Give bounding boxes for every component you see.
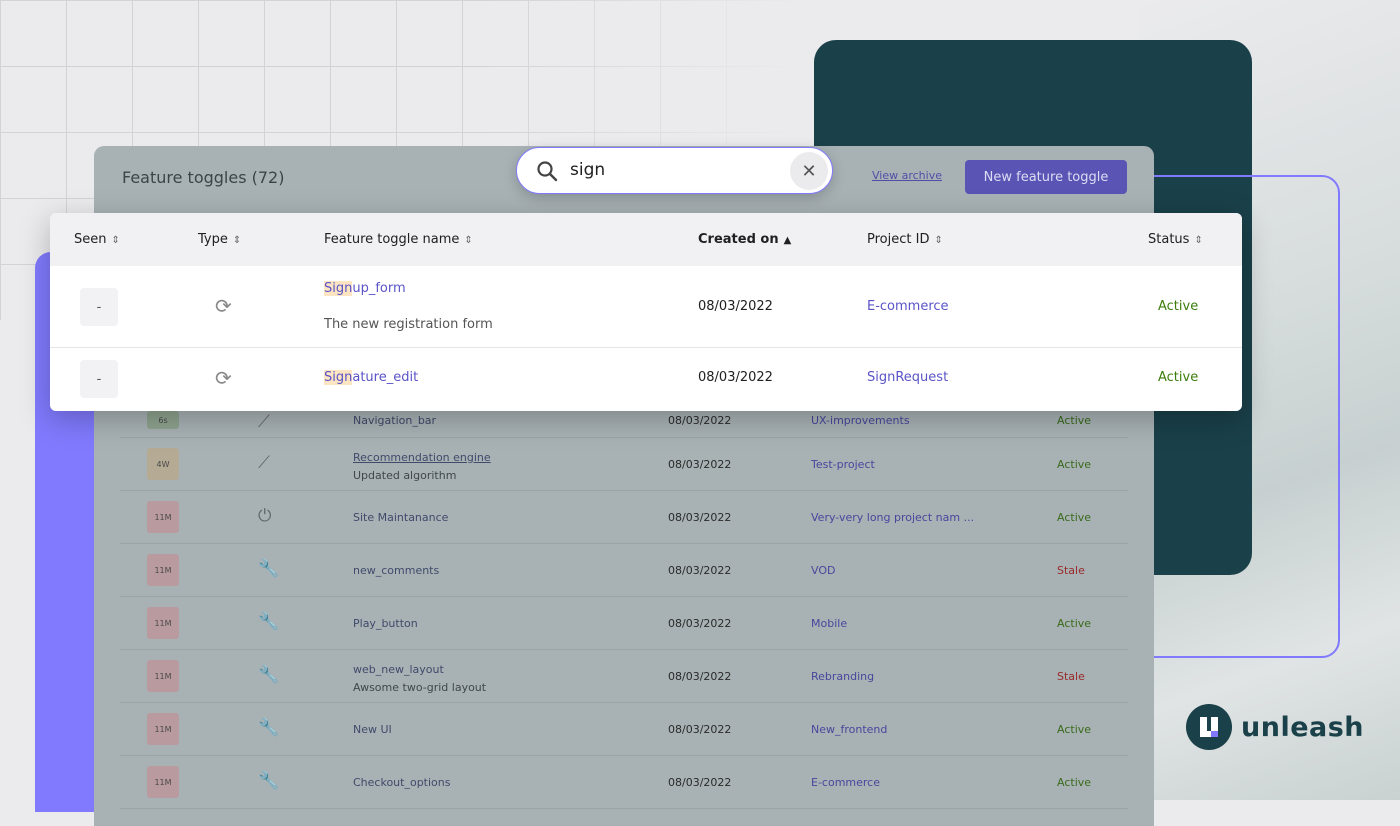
table-header: Seen ⇕ Type ⇕ Feature toggle name ⇕ Created… <box>50 213 1242 266</box>
status-label: Active <box>1057 458 1092 471</box>
feature-toggle-link: web_new_layout <box>353 663 444 676</box>
close-icon: ✕ <box>801 160 817 182</box>
release-icon: ⟳ <box>215 366 232 390</box>
background-table-row: 11M ⏻ Site Maintanance 08/03/2022 Very-v… <box>120 491 1128 544</box>
logo-mark <box>1186 704 1232 750</box>
sort-ascending-icon: ▲ <box>783 235 792 246</box>
table-row[interactable]: - ⟳ Signature_edit 08/03/2022 SignReques… <box>50 348 1242 411</box>
column-name[interactable]: Feature toggle name ⇕ <box>324 232 473 247</box>
page-title: Feature toggles (72) <box>122 168 285 187</box>
search-icon <box>537 161 558 182</box>
column-created[interactable]: Created on ▲ <box>698 232 792 247</box>
feature-toggle-link[interactable]: Signature_edit <box>324 370 419 385</box>
status-label: Stale <box>1057 564 1085 577</box>
clear-search-button[interactable]: ✕ <box>790 152 828 190</box>
search-input[interactable] <box>570 160 770 180</box>
background-table-row: 11M 🔧 Play_button 08/03/2022 Mobile Acti… <box>120 597 1128 650</box>
status-label: Active <box>1158 370 1199 385</box>
status-label: Active <box>1057 511 1092 524</box>
seen-badge: 11M <box>147 713 179 745</box>
feature-toggle-link: Site Maintanance <box>353 511 449 524</box>
experiment-icon: ⟋ <box>258 412 270 432</box>
operational-icon: 🔧 <box>258 718 280 738</box>
seen-badge: 4W <box>147 448 179 480</box>
feature-toggle-link: New UI <box>353 723 392 736</box>
project-link: New_frontend <box>811 723 888 736</box>
sort-icon: ⇕ <box>934 235 943 246</box>
background-table-row: 11M 🔧 web_new_layout Awsome two-grid lay… <box>120 650 1128 703</box>
seen-badge: 11M <box>147 607 179 639</box>
project-link: Very-very long project nam ... <box>811 511 975 524</box>
search-results-table: Seen ⇕ Type ⇕ Feature toggle name ⇕ Created… <box>50 213 1242 411</box>
created-date: 08/03/2022 <box>698 299 773 314</box>
created-date: 08/03/2022 <box>668 723 732 736</box>
background-table-row: 11M 🔧 New UI 08/03/2022 New_frontend Act… <box>120 703 1128 756</box>
created-date: 08/03/2022 <box>698 370 773 385</box>
toggle-description: Awsome two-grid layout <box>353 681 487 694</box>
created-date: 08/03/2022 <box>668 617 732 630</box>
feature-toggle-link: Navigation_bar <box>353 414 437 427</box>
background-table-row: 6s ⟋ Navigation_bar 08/03/2022 UX-improv… <box>120 385 1128 438</box>
operational-icon: 🔧 <box>258 771 280 791</box>
kill-switch-icon: ⏻ <box>258 506 272 526</box>
created-date: 08/03/2022 <box>668 511 732 524</box>
feature-toggle-link[interactable]: Signup_form <box>324 281 406 296</box>
background-table-row: 11M 🔧 Checkout_options 08/03/2022 E-comm… <box>120 756 1128 809</box>
feature-toggle-link: Checkout_options <box>353 776 451 789</box>
column-project[interactable]: Project ID ⇕ <box>867 232 943 247</box>
operational-icon: 🔧 <box>258 559 280 579</box>
column-status[interactable]: Status ⇕ <box>1148 232 1203 247</box>
new-feature-toggle-button[interactable]: New feature toggle <box>965 160 1127 194</box>
feature-toggle-link: new_comments <box>353 564 440 577</box>
experiment-icon: ⟋ <box>258 453 270 473</box>
toggle-description: The new registration form <box>324 317 493 332</box>
seen-badge: - <box>80 288 118 326</box>
column-type[interactable]: Type ⇕ <box>198 232 242 247</box>
created-date: 08/03/2022 <box>668 670 732 683</box>
feature-toggle-link: Play_button <box>353 617 418 630</box>
search-box[interactable]: ✕ <box>516 147 833 194</box>
operational-icon: 🔧 <box>258 665 280 685</box>
project-link: Rebranding <box>811 670 875 683</box>
project-link[interactable]: E-commerce <box>867 299 949 314</box>
unleash-logo: unleash <box>1186 704 1364 750</box>
background-table-row: 4W ⟋ Recommendation engine Updated algor… <box>120 438 1128 491</box>
seen-badge: 11M <box>147 660 179 692</box>
seen-badge: 11M <box>147 554 179 586</box>
project-link: Mobile <box>811 617 848 630</box>
status-label: Active <box>1057 414 1092 427</box>
background-table-row: 11M 🔧 new_comments 08/03/2022 VOD Stale <box>120 544 1128 597</box>
release-icon: ⟳ <box>215 294 232 318</box>
project-link: E-commerce <box>811 776 880 789</box>
sort-icon: ⇕ <box>464 235 473 246</box>
sort-icon: ⇕ <box>1194 235 1203 246</box>
column-seen[interactable]: Seen ⇕ <box>74 232 120 247</box>
table-row[interactable]: - ⟳ Signup_form The new registration for… <box>50 266 1242 348</box>
created-date: 08/03/2022 <box>668 414 732 427</box>
sort-icon: ⇕ <box>232 235 242 246</box>
status-label: Stale <box>1057 670 1085 683</box>
created-date: 08/03/2022 <box>668 564 732 577</box>
seen-badge: 6s <box>147 411 179 429</box>
status-label: Active <box>1057 617 1092 630</box>
logo-text: unleash <box>1241 711 1365 743</box>
seen-badge: 11M <box>147 766 179 798</box>
status-label: Active <box>1057 776 1092 789</box>
project-link[interactable]: SignRequest <box>867 370 949 385</box>
toggle-description: Updated algorithm <box>353 469 457 482</box>
created-date: 08/03/2022 <box>668 776 732 789</box>
operational-icon: 🔧 <box>258 612 280 632</box>
created-date: 08/03/2022 <box>668 458 732 471</box>
project-link: Test-project <box>811 458 875 471</box>
view-archive-link[interactable]: View archive <box>872 169 942 182</box>
project-link: UX-improvements <box>811 414 910 427</box>
status-label: Active <box>1057 723 1092 736</box>
project-link: VOD <box>811 564 836 577</box>
sort-icon: ⇕ <box>111 235 120 246</box>
seen-badge: 11M <box>147 501 179 533</box>
status-label: Active <box>1158 299 1199 314</box>
feature-toggle-link: Recommendation engine <box>353 451 491 464</box>
seen-badge: - <box>80 360 118 398</box>
